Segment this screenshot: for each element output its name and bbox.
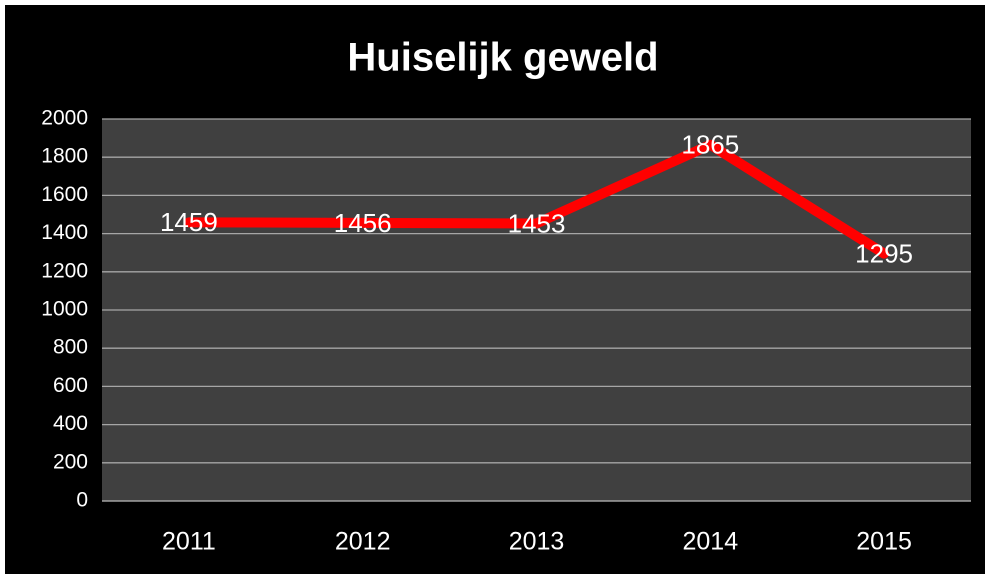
y-tick-label: 1600: [41, 183, 88, 206]
y-tick-label: 600: [53, 374, 88, 397]
data-label: 1453: [508, 208, 566, 238]
y-tick-label: 2000: [41, 107, 88, 130]
x-tick-label: 2011: [162, 528, 216, 556]
x-tick-label: 2015: [856, 528, 912, 556]
y-tick-label: 400: [53, 412, 88, 435]
data-label: 1295: [855, 239, 913, 269]
y-tick-label: 200: [53, 450, 88, 473]
data-label: 1865: [681, 130, 739, 160]
x-tick-label: 2013: [509, 528, 565, 556]
chart-title: Huiselijk geweld: [347, 36, 658, 80]
y-tick-label: 0: [76, 489, 88, 512]
y-tick-label: 800: [53, 336, 88, 359]
y-tick-label: 1000: [41, 298, 88, 321]
data-label: 1459: [160, 207, 218, 237]
data-line: [183, 139, 890, 259]
x-tick-label: 2012: [335, 528, 391, 556]
y-tick-label: 1800: [41, 145, 88, 168]
y-tick-label: 1200: [41, 259, 88, 282]
data-label: 1456: [334, 208, 392, 238]
y-tick-label: 1400: [41, 221, 88, 244]
x-tick-label: 2014: [682, 528, 738, 556]
